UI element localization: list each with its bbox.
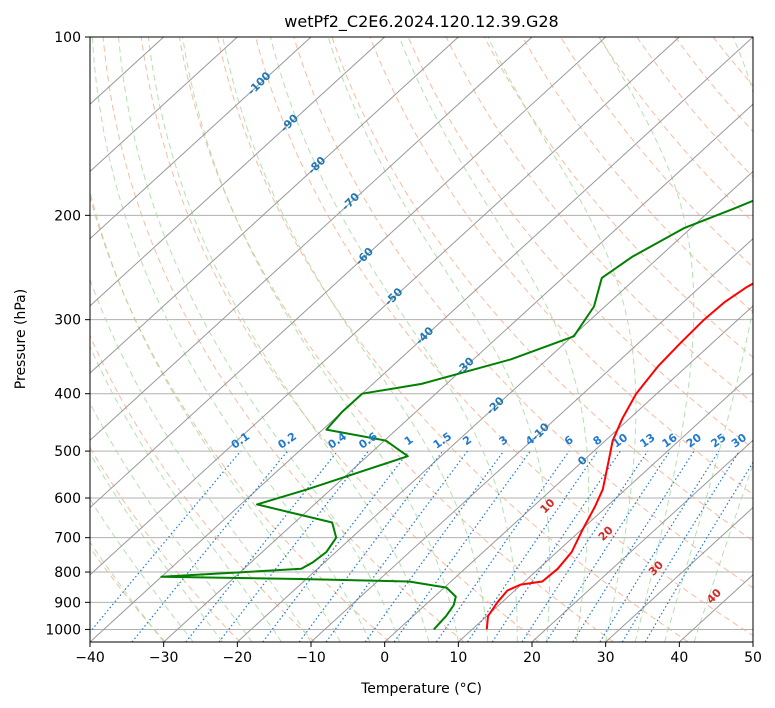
isotherm — [90, 37, 386, 307]
isotherms — [90, 37, 753, 642]
x-tick-label: −10 — [296, 650, 326, 666]
moist-adiabat — [182, 37, 459, 642]
dry-adiabat — [90, 446, 241, 642]
mixing-ratio-line — [90, 450, 242, 634]
mixing-ratio-line — [131, 450, 289, 642]
plot-frame — [89, 36, 754, 643]
dry-adiabat — [369, 37, 753, 495]
moist-adiabat — [693, 462, 753, 642]
dry-adiabat — [217, 37, 689, 642]
y-tick-label: 700 — [54, 531, 81, 547]
dry-adiabats — [90, 37, 753, 642]
mixing-ratio-line — [364, 450, 505, 642]
mixing-ratio-lines — [90, 450, 753, 642]
isotherm — [90, 37, 607, 509]
moist-adiabat — [90, 402, 253, 642]
dry-adiabat — [598, 37, 753, 223]
dry-adiabat — [140, 37, 540, 642]
isotherm — [384, 305, 753, 642]
dewpoint-profile — [160, 199, 753, 631]
moist-adiabat — [664, 37, 753, 642]
x-tick-label: 50 — [744, 650, 762, 666]
x-tick-label: 0 — [380, 650, 389, 666]
mixing-ratio-line — [644, 461, 753, 642]
moist-adiabat — [222, 37, 489, 642]
mixing-ratio-line — [572, 450, 695, 642]
isotherm — [605, 506, 753, 642]
temperature-profile — [485, 282, 753, 630]
y-tick-label: 1000 — [45, 622, 81, 638]
moist-adiabat — [91, 37, 371, 642]
x-tick-label: −20 — [223, 650, 253, 666]
x-tick-label: 40 — [670, 650, 688, 666]
y-tick-label: 900 — [54, 595, 81, 611]
x-axis-title: Temperature (°C) — [360, 681, 482, 697]
dry-adiabat — [90, 194, 390, 642]
y-tick-label: 600 — [54, 491, 81, 507]
mixing-ratio-line — [185, 450, 339, 642]
dry-adiabat — [178, 37, 614, 642]
y-tick-label: 800 — [54, 565, 81, 581]
moist-adiabat — [398, 37, 590, 642]
chart-title: wetPf2_C2E6.2024.120.12.39.G28 — [284, 12, 558, 32]
dry-adiabat — [483, 37, 753, 358]
dry-adiabat — [407, 37, 753, 449]
mixing-ratio-line — [218, 450, 369, 642]
mixing-ratio-line — [545, 450, 671, 642]
dry-adiabat — [560, 37, 753, 268]
moist-adiabats — [90, 37, 753, 642]
profiles — [160, 199, 753, 631]
moist-adiabat — [269, 37, 518, 642]
x-tick-label: −40 — [75, 650, 105, 666]
mixing-ratio-line — [621, 450, 740, 642]
isotherm — [90, 37, 533, 442]
y-tick-label: 100 — [54, 30, 81, 46]
dry-adiabat — [102, 37, 465, 642]
y-tick-label: 200 — [54, 208, 81, 224]
dry-adiabat — [445, 37, 753, 404]
isotherm — [90, 37, 753, 642]
isotherm — [90, 37, 459, 374]
moist-adiabat — [90, 541, 165, 642]
isotherm — [236, 170, 753, 642]
mixing-ratio-line — [599, 450, 720, 642]
x-tick-label: −30 — [149, 650, 179, 666]
isotherm — [310, 237, 753, 642]
x-tick-label: 30 — [597, 650, 615, 666]
y-axis-title: Pressure (hPa) — [13, 289, 29, 389]
moist-adiabat — [118, 37, 400, 642]
moist-adiabat — [90, 498, 194, 642]
mixing-ratio-line — [467, 450, 599, 642]
x-tick-label: 10 — [449, 650, 467, 666]
moist-adiabat — [147, 37, 430, 642]
mixing-ratio-line — [393, 450, 531, 642]
isotherm — [163, 103, 753, 642]
isotherm — [90, 37, 680, 576]
x-tick-label: 20 — [523, 650, 541, 666]
moist-adiabat — [90, 452, 224, 642]
x-axis-ticks: −40 −30 −20 −10 0 10 20 30 40 50 — [75, 642, 762, 666]
isotherm — [90, 37, 312, 240]
dry-adiabat — [293, 37, 753, 589]
mixing-ratio-line — [262, 450, 410, 642]
y-tick-label: 400 — [54, 387, 81, 403]
moist-adiabat — [90, 189, 341, 642]
isotherm — [531, 439, 753, 642]
moist-adiabat — [599, 37, 695, 642]
isotherm — [90, 37, 238, 173]
mixing-ratio-label: 36 — [750, 431, 770, 451]
isotherm — [457, 372, 753, 642]
y-axis-ticks: 100 200 300 400 500 600 700 800 900 1000 — [45, 30, 90, 638]
moist-adiabat — [487, 37, 637, 642]
y-tick-label: 500 — [54, 444, 81, 460]
dry-adiabat — [255, 37, 753, 637]
y-tick-label: 300 — [54, 313, 81, 329]
